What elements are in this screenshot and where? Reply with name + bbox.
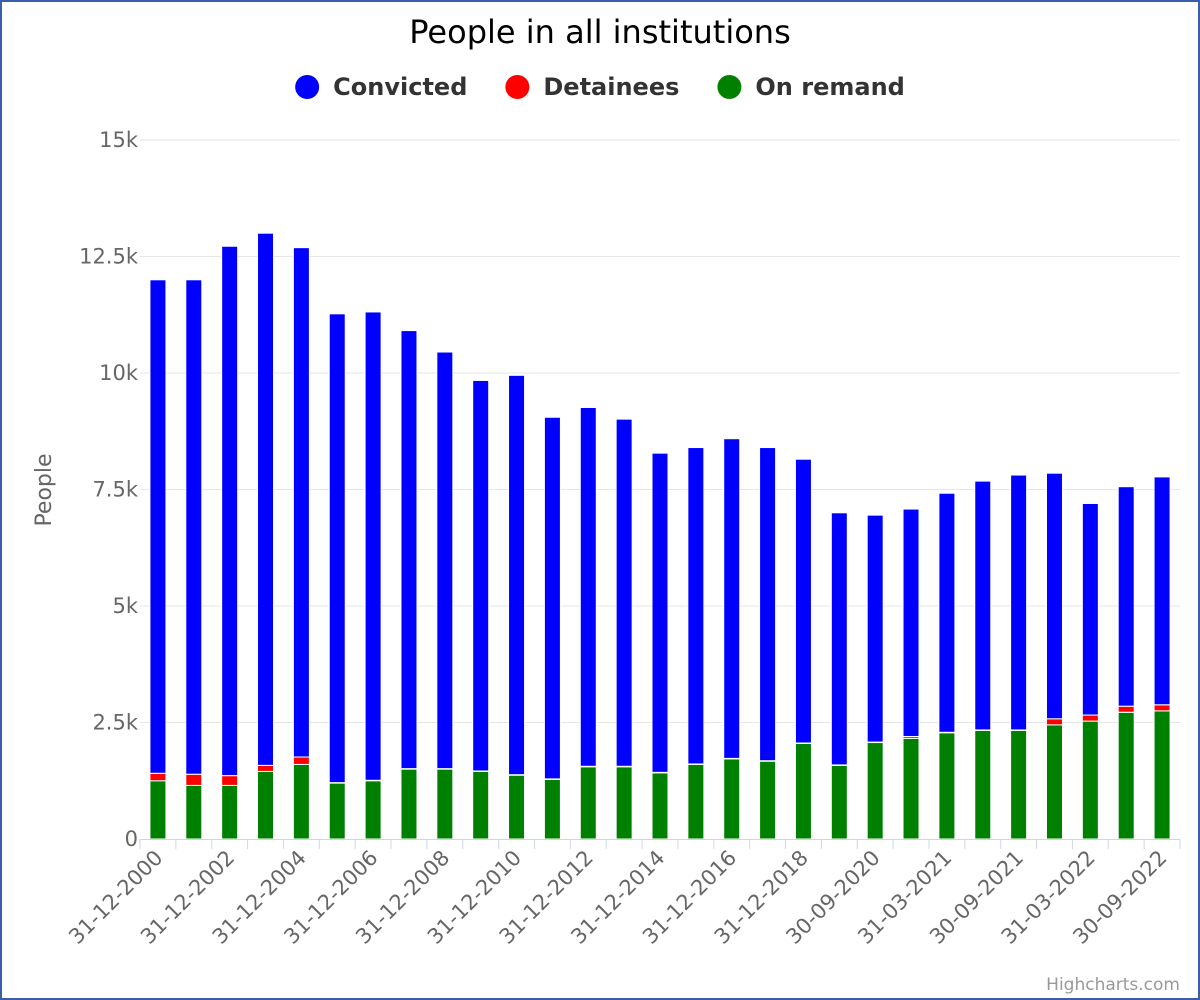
bar-segment-on-remand[interactable] [794, 742, 812, 840]
bar-segment-on-remand[interactable] [543, 778, 561, 840]
bar-segment-convicted[interactable] [902, 508, 920, 737]
bar-segment-on-remand[interactable] [508, 774, 526, 840]
y-tick-label: 2.5k [92, 711, 138, 735]
bar-segment-on-remand[interactable] [221, 784, 239, 840]
bar-segment-detainees[interactable] [185, 773, 203, 786]
bar-segment-on-remand[interactable] [257, 770, 275, 840]
legend-item-convicted[interactable]: Convicted [295, 73, 467, 101]
bar-segment-detainees[interactable] [1153, 704, 1171, 712]
legend-label: On remand [755, 73, 904, 101]
bar-segment-convicted[interactable] [1153, 476, 1171, 706]
y-tick-label: 10k [99, 361, 139, 385]
bar-segment-on-remand[interactable] [185, 784, 203, 840]
y-tick-label: 7.5k [92, 478, 138, 502]
bar-segment-on-remand[interactable] [1010, 729, 1028, 840]
bar-segment-on-remand[interactable] [292, 763, 310, 840]
bar-segment-detainees[interactable] [1081, 714, 1099, 722]
bar-segment-on-remand[interactable] [615, 766, 633, 840]
bar-segment-detainees[interactable] [221, 775, 239, 786]
chart-title: People in all institutions [409, 13, 790, 51]
bar-segment-on-remand[interactable] [723, 758, 741, 840]
bar-segment-convicted[interactable] [221, 245, 239, 777]
legend: Convicted Detainees On remand [295, 73, 905, 101]
bar-segment-convicted[interactable] [543, 416, 561, 780]
bar-segment-convicted[interactable] [149, 279, 167, 774]
bar-segment-detainees[interactable] [257, 764, 275, 772]
bar-segment-on-remand[interactable] [1117, 711, 1135, 840]
bar-segment-on-remand[interactable] [472, 770, 490, 840]
bar-segment-convicted[interactable] [400, 330, 418, 770]
bar-segment-convicted[interactable] [866, 514, 884, 743]
bar-segment-on-remand[interactable] [938, 732, 956, 840]
bar-segment-convicted[interactable] [651, 452, 669, 773]
bar-segment-convicted[interactable] [759, 447, 777, 762]
bar-segment-convicted[interactable] [436, 351, 454, 770]
bar-segment-convicted[interactable] [1081, 502, 1099, 716]
legend-symbol [717, 75, 742, 99]
bar-segment-convicted[interactable] [615, 418, 633, 767]
bar-segment-convicted[interactable] [328, 313, 346, 784]
x-axis: 31-12-200031-12-200231-12-200431-12-2006… [64, 839, 1181, 949]
bar-segment-on-remand[interactable] [974, 729, 992, 840]
bar-segment-on-remand[interactable] [651, 772, 669, 840]
y-axis-label: People [32, 453, 57, 526]
y-tick-label: 15k [99, 128, 139, 152]
bar-segment-detainees[interactable] [1045, 718, 1063, 726]
legend-item-detainees[interactable]: Detainees [505, 73, 679, 101]
bar-segment-convicted[interactable] [723, 438, 741, 759]
bar-segment-convicted[interactable] [508, 374, 526, 776]
bar-segment-convicted[interactable] [364, 311, 382, 781]
bars [149, 232, 1171, 840]
bar-segment-convicted[interactable] [830, 512, 848, 766]
credits-link[interactable]: Highcharts.com [1046, 975, 1180, 995]
bar-segment-on-remand[interactable] [436, 768, 454, 840]
bar-segment-on-remand[interactable] [1081, 720, 1099, 840]
bar-segment-convicted[interactable] [185, 279, 203, 775]
bar-segment-convicted[interactable] [472, 379, 490, 772]
bar-segment-convicted[interactable] [257, 232, 275, 766]
legend-label: Convicted [333, 73, 467, 101]
bar-segment-on-remand[interactable] [1153, 710, 1171, 840]
legend-symbol [295, 75, 320, 99]
bar-segment-convicted[interactable] [938, 492, 956, 733]
bar-segment-on-remand[interactable] [328, 782, 346, 840]
bar-segment-on-remand[interactable] [830, 764, 848, 840]
bar-segment-on-remand[interactable] [866, 742, 884, 840]
bar-segment-detainees[interactable] [292, 756, 310, 765]
bar-segment-convicted[interactable] [1010, 474, 1028, 731]
y-tick-label: 12.5k [79, 245, 139, 269]
bar-segment-on-remand[interactable] [1045, 724, 1063, 840]
y-tick-label: 5k [112, 594, 138, 618]
bar-segment-convicted[interactable] [974, 480, 992, 731]
bar-segment-on-remand[interactable] [902, 737, 920, 840]
bar-segment-on-remand[interactable] [759, 760, 777, 840]
bar-segment-on-remand[interactable] [579, 766, 597, 840]
bar-segment-convicted[interactable] [1045, 472, 1063, 720]
bar-segment-detainees[interactable] [149, 772, 167, 782]
bar-segment-convicted[interactable] [292, 247, 310, 758]
bar-segment-detainees[interactable] [1117, 705, 1135, 713]
grid: 0 2.5k 5k 7.5k 10k 12.5k 15k [79, 128, 1180, 851]
bar-segment-on-remand[interactable] [149, 780, 167, 840]
bar-segment-convicted[interactable] [687, 447, 705, 765]
bar-segment-on-remand[interactable] [687, 763, 705, 840]
legend-symbol [505, 75, 530, 99]
bar-segment-on-remand[interactable] [364, 780, 382, 840]
bar-segment-convicted[interactable] [1117, 486, 1135, 707]
y-tick-label: 0 [125, 827, 138, 851]
bar-segment-convicted[interactable] [794, 458, 812, 744]
legend-label: Detainees [543, 73, 679, 101]
legend-item-on-remand[interactable]: On remand [717, 73, 905, 101]
bar-segment-on-remand[interactable] [400, 768, 418, 840]
bar-segment-convicted[interactable] [579, 406, 597, 767]
